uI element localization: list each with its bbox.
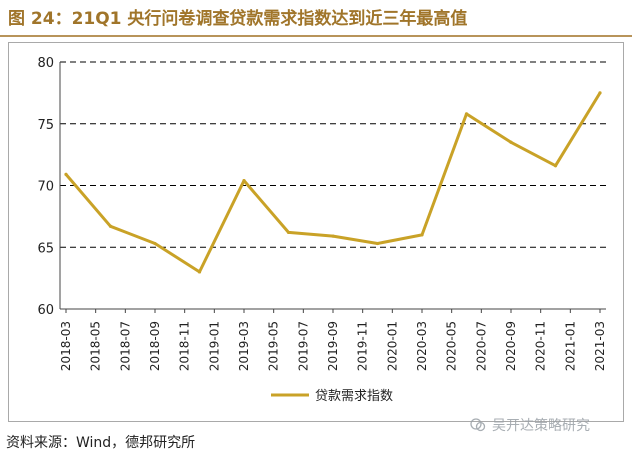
x-tick-label: 2020-07	[474, 321, 488, 371]
wechat-icon	[470, 418, 486, 432]
figure-title: 图 24：21Q1 央行问卷调查贷款需求指数达到近三年最高值	[8, 9, 468, 29]
x-tick-label: 2019-03	[237, 321, 251, 371]
title-divider	[0, 35, 632, 37]
x-tick-label: 2019-11	[356, 321, 370, 371]
line-chart: 60 65 70 75 80 2018-03 2018-05 2018-07 2018-09 20…	[37, 56, 607, 404]
data-point	[553, 164, 558, 168]
y-tick-label: 80	[37, 56, 54, 71]
watermark: 吴开达策略研究	[470, 416, 590, 436]
data-point	[242, 178, 246, 183]
x-tick-label: 2019-09	[326, 321, 340, 371]
x-tick-label: 2018-07	[118, 321, 132, 371]
x-tick-label: 2020-09	[504, 321, 518, 371]
series-line	[64, 91, 602, 274]
x-tick-label: 2021-01	[563, 321, 577, 371]
x-tick-label: 2020-05	[445, 321, 459, 371]
data-point	[64, 172, 68, 176]
data-point	[331, 234, 335, 238]
y-tick-label: 70	[37, 180, 54, 195]
legend-label: 贷款需求指数	[315, 389, 393, 404]
data-point	[286, 230, 291, 235]
y-tick-label: 60	[37, 303, 54, 318]
data-point	[375, 241, 380, 246]
x-tick-label: 2021-03	[593, 321, 607, 371]
data-point	[464, 112, 469, 116]
source-note: 资料来源：Wind，德邦研究所	[6, 435, 196, 451]
x-tick-label: 2019-05	[267, 321, 281, 371]
data-point	[108, 224, 113, 228]
y-tick-label: 65	[37, 241, 54, 256]
x-tick-label: 2020-03	[415, 321, 429, 371]
x-tick-label: 2018-11	[178, 321, 192, 371]
data-point	[509, 140, 513, 144]
x-tick-label: 2018-09	[148, 321, 162, 371]
chart-frame: 60 65 70 75 80 2018-03 2018-05 2018-07 2018-09 20…	[8, 42, 624, 422]
watermark-text: 吴开达策略研究	[492, 418, 590, 434]
x-tick-label: 2020-01	[385, 321, 399, 371]
data-point	[598, 91, 602, 95]
data-point	[153, 241, 157, 246]
data-point	[420, 233, 424, 237]
x-tick-label: 2019-07	[296, 321, 310, 371]
data-point	[197, 270, 202, 274]
x-tick-label: 2019-01	[207, 321, 221, 371]
x-tick-label: 2018-03	[59, 321, 73, 371]
y-tick-label: 75	[37, 118, 54, 133]
x-tick-label: 2020-11	[534, 321, 548, 371]
x-tick-label: 2018-05	[89, 321, 103, 371]
